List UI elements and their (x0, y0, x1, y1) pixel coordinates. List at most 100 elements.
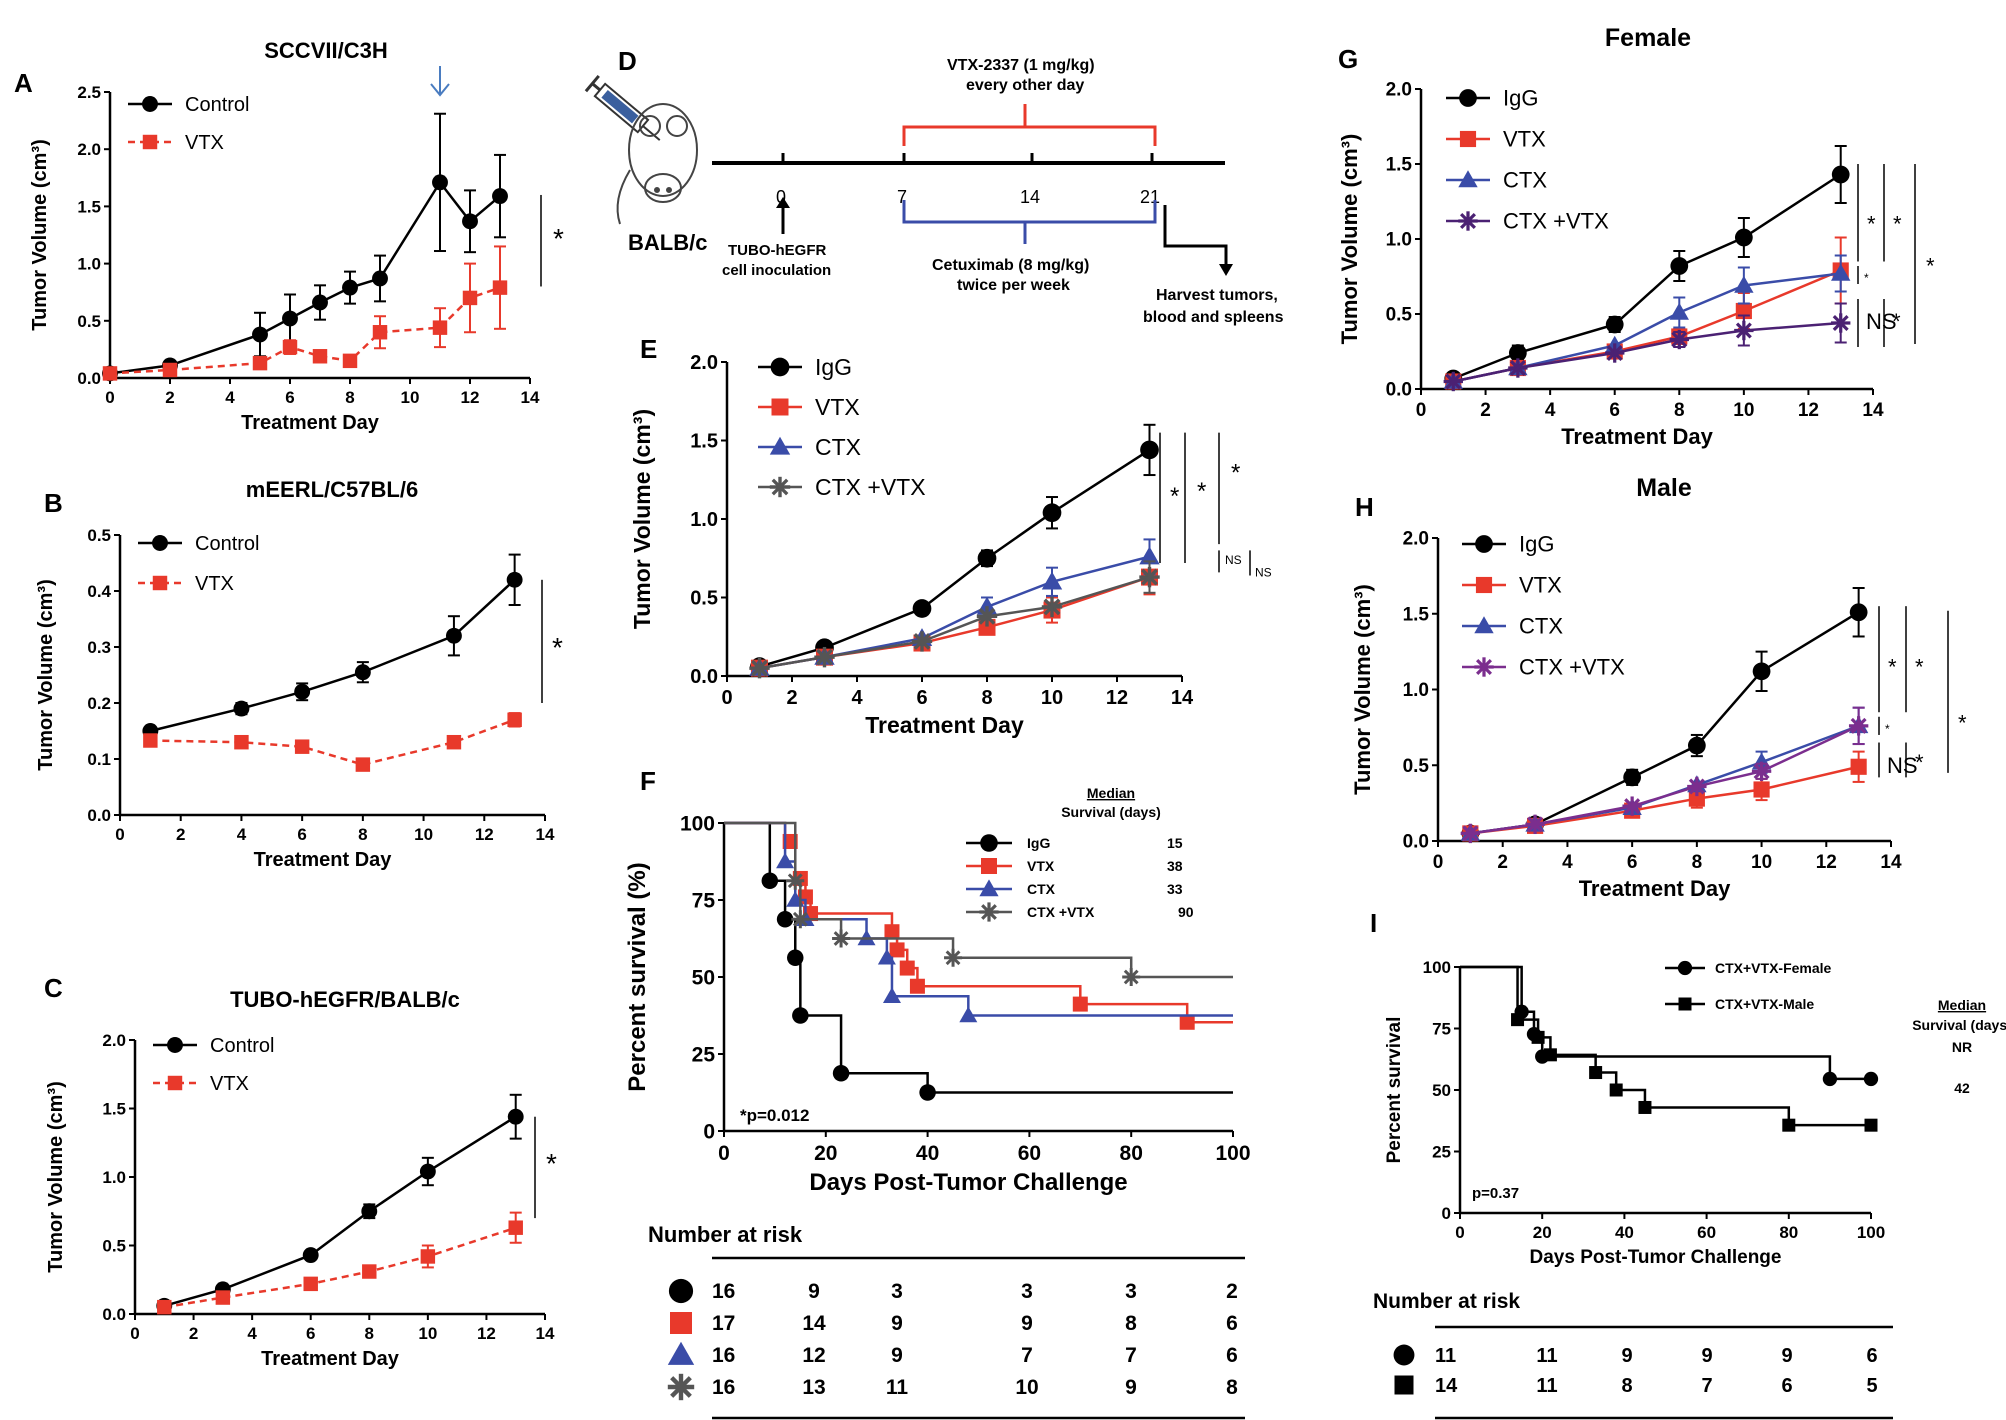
point-marker-4 (1734, 275, 1754, 293)
y-tick-label: 0 (1442, 1204, 1451, 1223)
point-marker-3 (978, 618, 996, 636)
series-vtx (143, 712, 522, 772)
risk-cell: 9 (808, 1280, 820, 1303)
series-line (1470, 765, 1859, 835)
risk-cell: 12 (802, 1344, 825, 1367)
median-value: 33 (1167, 881, 1183, 897)
legend-entry-0: IgG 15 (966, 834, 1183, 852)
risk-cell: 13 (802, 1376, 825, 1399)
point-marker-3 (1687, 776, 1707, 797)
legend-marker-0 (1474, 616, 1494, 634)
legend-entry-3: CTX +VTX (1462, 655, 1625, 680)
x-tick-label: 0 (718, 1142, 730, 1165)
significance-bracket: * (1184, 432, 1206, 563)
x-tick-label: 2 (176, 825, 185, 844)
point-marker-7 (432, 174, 448, 191)
y-tick-label: 0.5 (77, 312, 101, 331)
legend-label: Control (185, 94, 249, 116)
legend-label: Control (195, 533, 259, 555)
series-ctx-vtx (749, 560, 1160, 679)
point-marker-5 (507, 1108, 524, 1125)
significance-label: * (1885, 722, 1890, 736)
point-marker-5 (1140, 440, 1159, 460)
x-tick-label: 6 (916, 687, 927, 709)
series-igg (750, 423, 1159, 676)
survival-marker-5 (1638, 1100, 1652, 1114)
series-vtx (157, 1211, 523, 1315)
series-control (156, 1093, 524, 1314)
x-tick-label: 6 (1627, 852, 1638, 873)
legend-entry-3: CTX +VTX (758, 474, 926, 500)
x-tick-label: 6 (306, 1324, 315, 1343)
x-tick-label: 0 (1455, 1223, 1464, 1242)
panel-letter-e: E (640, 334, 657, 364)
x-tick-label: 10 (401, 388, 420, 407)
panel-letters: A B C D E F G H I (14, 44, 1377, 1003)
significance-bracket: * (1905, 742, 1924, 778)
inoculation-label-1: TUBO-hEGFR (728, 242, 826, 259)
significance-label: * (1170, 483, 1179, 510)
point-marker-1 (162, 362, 178, 378)
x-axis-label: Treatment Day (1579, 876, 1731, 901)
legend-marker-0 (1677, 960, 1693, 976)
survival-marker-1 (1531, 1030, 1545, 1044)
legend-marker-0 (167, 1075, 183, 1091)
point-marker-6 (372, 325, 388, 340)
x-tick-label: 4 (851, 687, 863, 709)
x-tick-label: 12 (475, 825, 494, 844)
point-marker-1 (233, 700, 250, 717)
point-marker-3 (282, 339, 298, 355)
chart-title: Female (1605, 24, 1691, 52)
timeline-day-14: 14 (1020, 187, 1040, 207)
y-tick-label: 2.0 (77, 140, 101, 159)
survival-marker-2 (832, 929, 851, 948)
risk-cell: 7 (1125, 1344, 1137, 1367)
legend-entry-0: IgG (1446, 86, 1538, 111)
point-marker-5 (1850, 758, 1867, 775)
point-marker-4 (1042, 503, 1062, 523)
legend-label: CTX (1027, 881, 1056, 897)
risk-cell: 7 (1021, 1344, 1033, 1367)
legend-marker-0 (1475, 535, 1493, 553)
antibody-label: Cetuximab (8 mg/kg) (932, 257, 1089, 274)
x-tick-label: 8 (1674, 400, 1685, 421)
point-marker-4 (1734, 228, 1753, 247)
survival-marker-6 (899, 960, 915, 976)
point-marker-8 (462, 213, 478, 230)
point-marker-0 (749, 657, 770, 679)
point-marker-5 (1831, 165, 1850, 184)
risk-cell: 9 (1621, 1345, 1632, 1367)
x-tick-label: 8 (1692, 852, 1703, 873)
x-axis-label: Days Post-Tumor Challenge (1530, 1247, 1782, 1268)
x-tick-label: 100 (1857, 1223, 1885, 1242)
point-marker-9 (492, 280, 508, 295)
point-marker-5 (1848, 716, 1869, 736)
panel-letter-h: H (1355, 492, 1374, 522)
harvest-label-1: Harvest tumors, (1156, 287, 1278, 304)
y-tick-label: 1.5 (1403, 604, 1430, 625)
chart-B: mEERL/C57BL/6 0 2 4 6 8 10 12 14 0.0 0.1 0.2 0.3 0.4 0… (35, 477, 563, 871)
point-marker-0 (1460, 823, 1481, 844)
legend-label: IgG (1027, 835, 1050, 851)
y-tick-label: 2.0 (1403, 529, 1429, 550)
series-line (163, 1115, 517, 1307)
point-marker-3 (361, 1203, 378, 1220)
y-tick-label: 1.5 (1386, 155, 1413, 176)
legend-entry-1: VTX 38 (966, 858, 1183, 874)
y-tick-label: 75 (692, 889, 716, 912)
legend-marker-0 (770, 357, 790, 377)
survival-marker-0 (782, 833, 798, 849)
x-tick-label: 4 (225, 388, 235, 407)
legend-marker-0 (769, 436, 791, 455)
y-tick-label: 2.0 (690, 352, 718, 374)
significance-bracket: NS (1878, 742, 1918, 778)
x-tick-label: 80 (1779, 1223, 1798, 1242)
point-marker-2 (911, 631, 933, 652)
significance-label: NS (1887, 753, 1918, 778)
chart-title: mEERL/C57BL/6 (246, 477, 418, 502)
timeline-day-21: 21 (1140, 187, 1160, 207)
x-tick-label: 14 (536, 825, 555, 844)
point-marker-0 (102, 366, 118, 381)
y-tick-label: 0.5 (690, 588, 718, 610)
risk-cell: 8 (1621, 1375, 1632, 1397)
